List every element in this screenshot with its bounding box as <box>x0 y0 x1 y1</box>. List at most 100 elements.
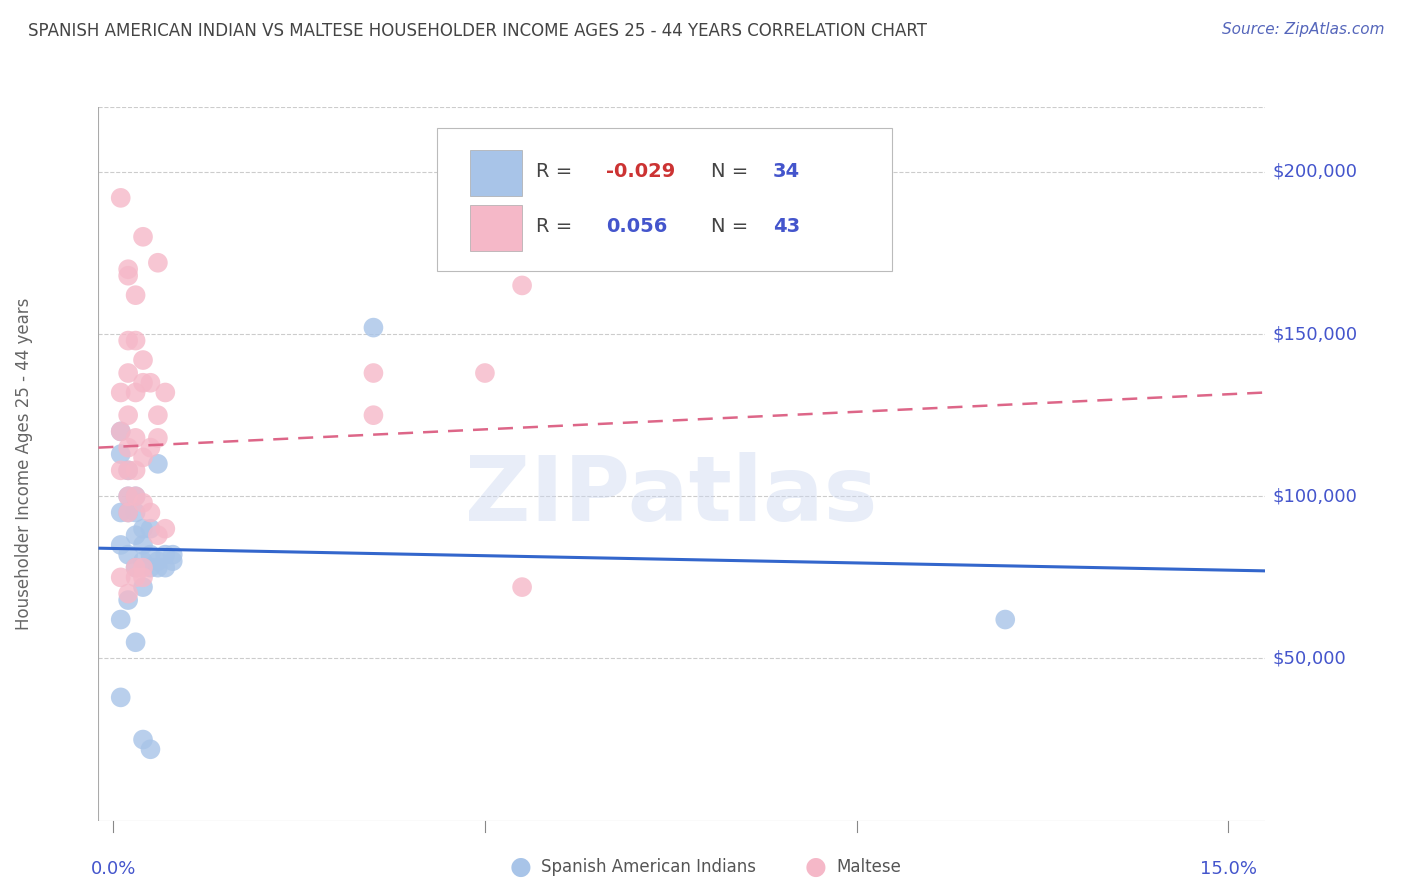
Point <box>124 489 146 503</box>
Point <box>124 463 146 477</box>
Point <box>110 538 132 552</box>
Point <box>474 366 496 380</box>
Text: $50,000: $50,000 <box>1272 649 1347 667</box>
Point <box>124 560 146 574</box>
Point <box>132 732 155 747</box>
Text: N =: N = <box>711 218 755 236</box>
Point <box>110 463 132 477</box>
Text: N =: N = <box>711 161 755 181</box>
FancyBboxPatch shape <box>470 205 522 252</box>
Point <box>132 560 155 574</box>
Text: Spanish American Indians: Spanish American Indians <box>541 858 756 876</box>
Point <box>117 463 139 477</box>
Point <box>363 366 385 380</box>
Point <box>117 463 139 477</box>
FancyBboxPatch shape <box>437 128 891 271</box>
Text: 0.056: 0.056 <box>606 218 668 236</box>
Point <box>510 580 533 594</box>
Point <box>124 431 146 445</box>
Point <box>110 506 132 520</box>
Text: R =: R = <box>536 218 585 236</box>
Point <box>124 334 146 348</box>
Point <box>146 560 169 574</box>
Text: -0.029: -0.029 <box>606 161 675 181</box>
Point <box>146 256 169 270</box>
Point <box>994 613 1017 627</box>
Text: Source: ZipAtlas.com: Source: ZipAtlas.com <box>1222 22 1385 37</box>
Point <box>146 554 169 568</box>
Text: ●: ● <box>804 855 827 879</box>
Point <box>117 262 139 277</box>
Text: $200,000: $200,000 <box>1272 163 1358 181</box>
Point <box>139 506 162 520</box>
Point <box>146 457 169 471</box>
Point <box>110 613 132 627</box>
Point <box>110 690 132 705</box>
Point <box>162 554 184 568</box>
Point <box>117 268 139 283</box>
Text: 34: 34 <box>773 161 800 181</box>
Point <box>132 522 155 536</box>
Point <box>132 580 155 594</box>
Point <box>510 278 533 293</box>
Point <box>110 191 132 205</box>
Point <box>132 538 155 552</box>
Point <box>155 548 177 562</box>
Point <box>124 506 146 520</box>
Point <box>124 489 146 503</box>
Point <box>117 441 139 455</box>
Text: 43: 43 <box>773 218 800 236</box>
Point <box>132 496 155 510</box>
Point <box>132 554 155 568</box>
Point <box>117 366 139 380</box>
Point <box>117 593 139 607</box>
Point <box>139 376 162 390</box>
Point <box>117 489 139 503</box>
Point <box>363 320 385 334</box>
Point <box>132 450 155 465</box>
Point <box>117 506 139 520</box>
Point <box>124 570 146 584</box>
Point <box>139 560 162 574</box>
Point <box>155 560 177 574</box>
Point <box>162 548 184 562</box>
Point <box>139 522 162 536</box>
Point <box>117 489 139 503</box>
Text: Maltese: Maltese <box>837 858 901 876</box>
Text: R =: R = <box>536 161 578 181</box>
Text: ●: ● <box>509 855 531 879</box>
Point <box>117 408 139 422</box>
Text: 15.0%: 15.0% <box>1199 860 1257 878</box>
Point <box>139 441 162 455</box>
Point <box>146 408 169 422</box>
Point <box>110 425 132 439</box>
Point <box>110 447 132 461</box>
Point <box>146 431 169 445</box>
Point <box>117 506 139 520</box>
Text: ZIPatlas: ZIPatlas <box>464 452 877 541</box>
Point <box>124 560 146 574</box>
Point <box>132 376 155 390</box>
Point <box>155 522 177 536</box>
Point <box>110 570 132 584</box>
Text: $100,000: $100,000 <box>1272 487 1358 505</box>
Point <box>132 229 155 244</box>
Point <box>124 528 146 542</box>
Point <box>110 425 132 439</box>
Point <box>363 408 385 422</box>
Point <box>124 385 146 400</box>
Point <box>124 635 146 649</box>
Text: Householder Income Ages 25 - 44 years: Householder Income Ages 25 - 44 years <box>15 298 34 630</box>
Text: 0.0%: 0.0% <box>90 860 136 878</box>
Point <box>139 742 162 756</box>
Point <box>110 385 132 400</box>
Point <box>155 385 177 400</box>
FancyBboxPatch shape <box>470 150 522 196</box>
Point <box>117 548 139 562</box>
Point <box>124 288 146 302</box>
Point <box>132 570 155 584</box>
Point <box>139 548 162 562</box>
Text: SPANISH AMERICAN INDIAN VS MALTESE HOUSEHOLDER INCOME AGES 25 - 44 YEARS CORRELA: SPANISH AMERICAN INDIAN VS MALTESE HOUSE… <box>28 22 927 40</box>
Text: $150,000: $150,000 <box>1272 325 1358 343</box>
Point <box>117 334 139 348</box>
